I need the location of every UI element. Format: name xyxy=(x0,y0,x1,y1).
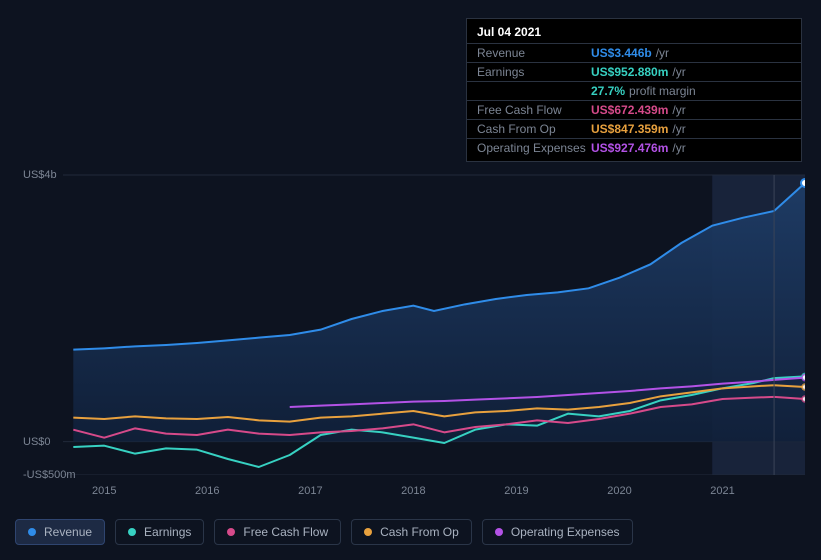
legend-dot xyxy=(495,528,503,536)
tooltip-date: Jul 04 2021 xyxy=(467,25,801,43)
tooltip-value: 27.7% xyxy=(591,84,625,98)
chart-tooltip: Jul 04 2021 RevenueUS$3.446b/yrEarningsU… xyxy=(466,18,802,162)
chart-svg xyxy=(15,155,805,475)
tooltip-label: Free Cash Flow xyxy=(477,103,591,117)
tooltip-row: Free Cash FlowUS$672.439m/yr xyxy=(467,100,801,119)
x-axis-label: 2019 xyxy=(504,485,528,497)
y-axis-label: -US$500m xyxy=(23,469,76,481)
tooltip-rows: RevenueUS$3.446b/yrEarningsUS$952.880m/y… xyxy=(467,43,801,157)
tooltip-label: Operating Expenses xyxy=(477,141,591,155)
legend-label: Earnings xyxy=(144,525,191,539)
legend-label: Free Cash Flow xyxy=(243,525,328,539)
tooltip-value: US$3.446b xyxy=(591,46,652,60)
tooltip-row: RevenueUS$3.446b/yr xyxy=(467,43,801,62)
x-axis-label: 2015 xyxy=(92,485,116,497)
tooltip-label: Revenue xyxy=(477,46,591,60)
tooltip-unit: /yr xyxy=(672,65,685,79)
legend-label: Cash From Op xyxy=(380,525,459,539)
tooltip-label: Earnings xyxy=(477,65,591,79)
tooltip-row: 27.7% profit margin xyxy=(467,81,801,100)
x-axis-label: 2016 xyxy=(195,485,219,497)
tooltip-label: Cash From Op xyxy=(477,122,591,136)
y-axis-label: US$4b xyxy=(23,169,57,181)
tooltip-value: US$927.476m xyxy=(591,141,668,155)
x-axis-label: 2018 xyxy=(401,485,425,497)
legend-item-revenue[interactable]: Revenue xyxy=(15,519,105,545)
legend-item-cash-from-op[interactable]: Cash From Op xyxy=(351,519,472,545)
legend-dot xyxy=(364,528,372,536)
tooltip-value: US$847.359m xyxy=(591,122,668,136)
legend-item-earnings[interactable]: Earnings xyxy=(115,519,204,545)
tooltip-value: US$672.439m xyxy=(591,103,668,117)
y-axis-label: US$0 xyxy=(23,436,51,448)
tooltip-unit: /yr xyxy=(672,141,685,155)
legend-label: Operating Expenses xyxy=(511,525,620,539)
tooltip-row: Cash From OpUS$847.359m/yr xyxy=(467,119,801,138)
legend-dot xyxy=(128,528,136,536)
tooltip-unit: /yr xyxy=(672,122,685,136)
tooltip-unit: profit margin xyxy=(629,84,696,98)
x-axis-label: 2020 xyxy=(607,485,631,497)
legend-dot xyxy=(28,528,36,536)
tooltip-unit: /yr xyxy=(672,103,685,117)
chart-legend: Revenue Earnings Free Cash Flow Cash From O… xyxy=(15,519,633,545)
legend-item-free-cash-flow[interactable]: Free Cash Flow xyxy=(214,519,341,545)
legend-dot xyxy=(227,528,235,536)
x-axis-label: 2021 xyxy=(710,485,734,497)
legend-item-operating-expenses[interactable]: Operating Expenses xyxy=(482,519,633,545)
tooltip-label xyxy=(477,84,591,98)
tooltip-value: US$952.880m xyxy=(591,65,668,79)
financials-chart[interactable]: US$4b US$0 -US$500m 2015 2016 2017 2018 2019 20… xyxy=(15,155,805,510)
x-axis-label: 2017 xyxy=(298,485,322,497)
tooltip-row: EarningsUS$952.880m/yr xyxy=(467,62,801,81)
tooltip-unit: /yr xyxy=(656,46,669,60)
legend-label: Revenue xyxy=(44,525,92,539)
